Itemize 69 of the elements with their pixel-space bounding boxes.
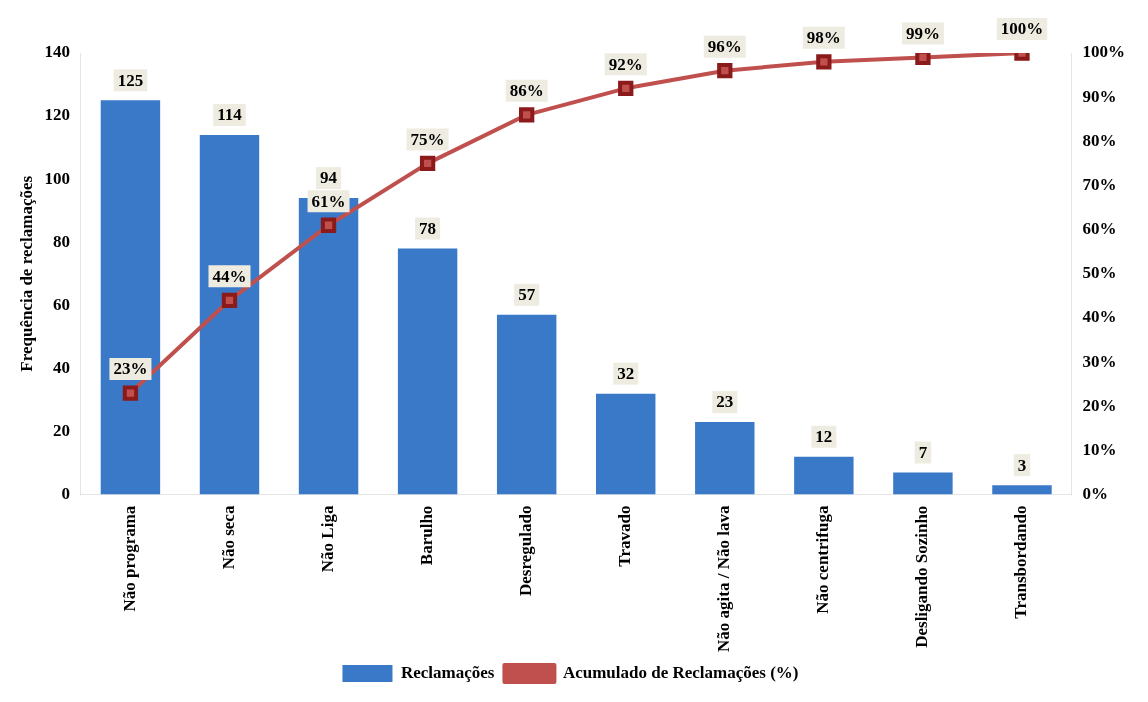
y2-tick-label: 30% <box>1082 351 1117 371</box>
y-tick-label: 20 <box>52 420 70 440</box>
x-tick-label: Desregulado <box>516 505 536 596</box>
x-tick-label: Não centrifuga <box>813 505 833 614</box>
point <box>618 80 634 96</box>
data-label: 32 <box>617 364 635 384</box>
data-label: 23 <box>716 392 734 412</box>
y2-tick-label: 0% <box>1082 484 1108 504</box>
point <box>519 107 535 123</box>
y-tick-label: 100 <box>44 168 70 188</box>
bar <box>596 393 656 495</box>
data-label: 125 <box>117 70 144 90</box>
data-label: 94 <box>320 168 338 188</box>
y-tick-label: 0 <box>61 484 70 504</box>
data-label: 100% <box>1000 19 1044 39</box>
x-tick-label: Barulho <box>417 505 436 566</box>
data-label: 86% <box>509 81 544 101</box>
y-tick-label: 140 <box>44 42 70 62</box>
point <box>915 53 931 66</box>
data-label: 75% <box>410 129 445 149</box>
bar <box>695 422 755 495</box>
data-label: 3 <box>1017 455 1027 475</box>
y-axis-title: Frequência de reclamações <box>16 175 36 372</box>
y2-tick-label: 90% <box>1082 86 1117 106</box>
x-tick-label: Não programa <box>119 505 139 612</box>
bar <box>893 472 953 495</box>
y-tick-label: 120 <box>44 105 70 125</box>
point <box>221 292 238 308</box>
legend-label: Acumulado de Reclamações (%) <box>562 662 799 682</box>
data-label: 7 <box>918 442 928 462</box>
point <box>122 385 139 401</box>
point <box>320 217 337 233</box>
y-tick-label: 60 <box>52 294 70 314</box>
y2-tick-label: 70% <box>1082 174 1117 194</box>
y-tick-label: 80 <box>52 231 70 251</box>
y2-tick-label: 60% <box>1082 219 1117 239</box>
x-tick-label: Não agita / Não lava <box>714 505 734 653</box>
data-label: 12 <box>815 427 833 447</box>
y2-tick-label: 80% <box>1082 130 1117 150</box>
point <box>816 54 832 70</box>
x-tick-label: Travado <box>615 505 635 567</box>
y2-tick-label: 40% <box>1082 307 1117 327</box>
y2-tick-label: 50% <box>1082 263 1117 283</box>
bar <box>397 248 458 495</box>
x-tick-label: Desligando Sozinho <box>912 505 932 648</box>
bar <box>496 314 557 495</box>
x-tick-label: Não seca <box>218 505 238 570</box>
bar <box>794 456 854 495</box>
y2-tick-label: 100% <box>1082 42 1125 62</box>
bar <box>199 135 260 495</box>
bar <box>992 485 1052 495</box>
data-label: 57 <box>518 285 536 305</box>
data-label: 61% <box>311 191 346 211</box>
data-label: 114 <box>217 105 243 125</box>
data-label: 44% <box>212 266 247 286</box>
legend-label: Reclamações <box>400 662 495 682</box>
y2-tick-label: 20% <box>1082 395 1117 415</box>
data-label: 98% <box>806 28 841 48</box>
bar <box>100 100 161 495</box>
data-label: 23% <box>113 359 148 379</box>
x-tick-label: Não Liga <box>317 505 337 573</box>
data-label: 96% <box>707 37 742 57</box>
y-tick-label: 40 <box>52 357 70 377</box>
data-label: 78 <box>419 218 437 238</box>
data-label: 99% <box>905 23 940 43</box>
y2-tick-label: 10% <box>1082 439 1117 459</box>
data-label: 92% <box>608 54 643 74</box>
point <box>717 63 733 79</box>
x-tick-label: Transbordando <box>1011 505 1031 619</box>
